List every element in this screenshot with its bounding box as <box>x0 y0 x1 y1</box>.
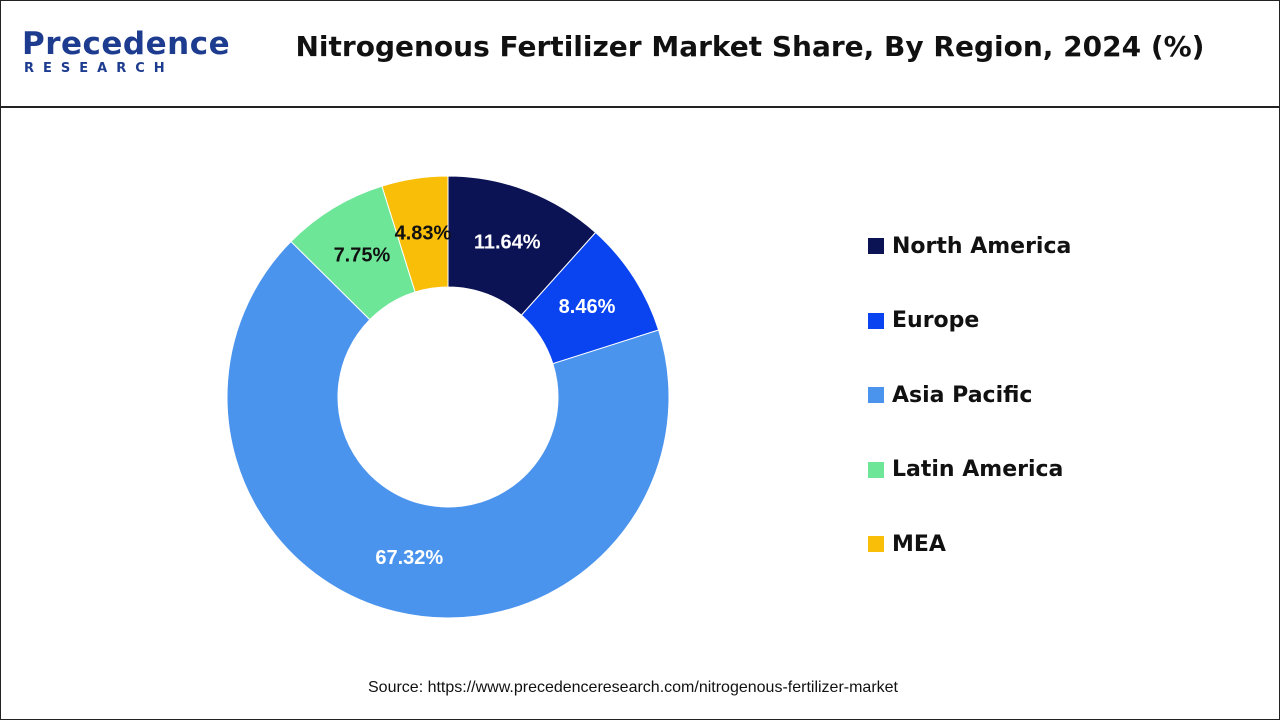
legend-label: Asia Pacific <box>892 382 1033 408</box>
slice-labels: 11.64% 8.46% 67.32% 7.75%4.83% <box>334 222 616 569</box>
source-note: Source: https://www.precedenceresearch.c… <box>368 679 898 696</box>
slice-label-asia-pacific: 67.32% <box>375 547 443 569</box>
legend-item-north-america: North America <box>868 228 1071 264</box>
logo-subtitle: RESEARCH <box>24 61 174 76</box>
slice-label-mea: 4.83% <box>395 222 452 244</box>
donut-slices <box>226 175 670 619</box>
legend-item-mea: MEA <box>868 526 1071 562</box>
legend: North America Europe Asia Pacific Latin Ame… <box>868 228 1071 601</box>
slice-label-europe: 8.46% <box>559 296 616 318</box>
legend-swatch <box>868 312 884 329</box>
precedence-logo: Precedence RESEARCH <box>22 26 230 80</box>
legend-swatch <box>868 238 884 254</box>
legend-label: Europe <box>892 308 980 333</box>
slice-label-latin-america: 7.75% <box>334 245 391 267</box>
slice-label-north-america: 11.64% <box>474 231 541 253</box>
legend-item-europe: Europe <box>868 303 1071 339</box>
logo-wordmark: Precedence <box>22 26 231 62</box>
slice-asia-pacific <box>226 240 670 619</box>
legend-label: North America <box>892 233 1072 259</box>
legend-label: Latin America <box>892 457 1064 482</box>
chart-title: Nitrogenous Fertilizer Market Share, By … <box>295 30 1205 63</box>
legend-swatch <box>868 536 884 552</box>
legend-item-latin-america: Latin America <box>868 452 1071 488</box>
legend-label: MEA <box>892 531 946 557</box>
legend-item-asia-pacific: Asia Pacific <box>868 377 1071 413</box>
slice-mea <box>381 175 449 293</box>
legend-swatch <box>868 387 884 403</box>
legend-swatch <box>868 461 884 478</box>
header: Precedence RESEARCH Nitrogenous Fertiliz… <box>0 0 1280 108</box>
